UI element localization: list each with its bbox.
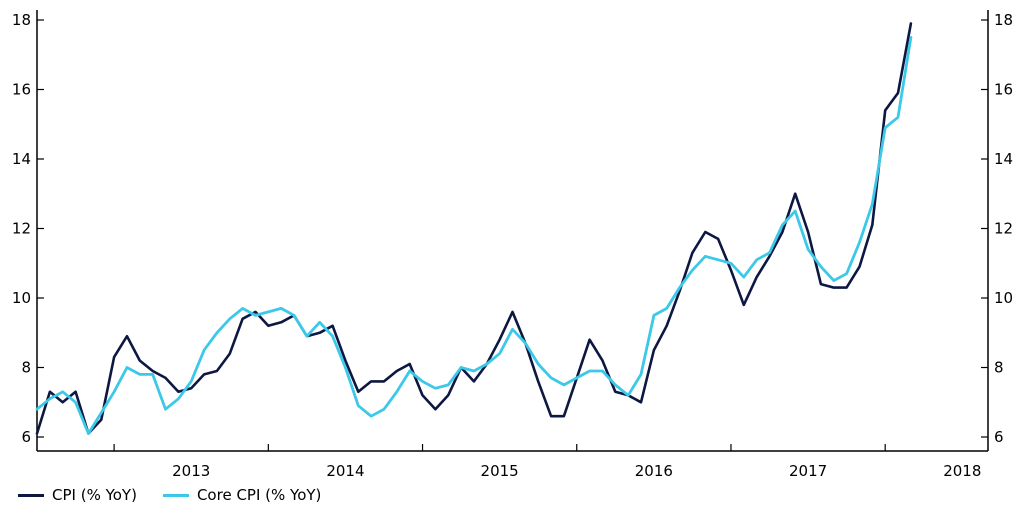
series-line-cpi (35, 22, 913, 435)
legend-label-core-cpi: Core CPI (% YoY) (196, 486, 322, 504)
series-layer (35, 22, 913, 435)
legend-item-cpi: CPI (% YoY) (18, 486, 137, 504)
y-tick-label-left: 18 (12, 11, 31, 29)
y-tick-label-right: 8 (994, 359, 1004, 377)
legend-swatch-cpi (18, 493, 44, 497)
x-tick-label-2014: 2014 (326, 462, 364, 480)
legend-label-cpi: CPI (% YoY) (52, 486, 137, 504)
y-tick-label-right: 16 (994, 81, 1013, 99)
series-line-core-cpi (35, 36, 913, 435)
y-tick-label-right: 6 (994, 428, 1004, 446)
legend-item-core-cpi: Core CPI (% YoY) (162, 486, 322, 504)
y-tick-label-left: 8 (21, 359, 31, 377)
x-tick-label-2013: 2013 (172, 462, 210, 480)
y-tick-label-left: 6 (21, 428, 31, 446)
y-tick-label-left: 12 (12, 220, 31, 238)
y-tick-label-right: 18 (994, 11, 1013, 29)
x-tick-label-2018: 2018 (943, 462, 981, 480)
legend: CPI (% YoY) Core CPI (% YoY) (18, 486, 347, 504)
y-tick-label-right: 10 (994, 289, 1013, 307)
x-tick-label-2015: 2015 (481, 462, 519, 480)
x-tick-label-2016: 2016 (635, 462, 673, 480)
x-tick-label-2017: 2017 (789, 462, 827, 480)
y-tick-label-left: 16 (12, 81, 31, 99)
axes: 6 6 8 8 10 10 12 12 14 14 16 16 18 18 2013 2014 2015 2016… (12, 10, 1013, 480)
y-tick-label-right: 14 (994, 150, 1013, 168)
y-tick-label-left: 10 (12, 289, 31, 307)
y-tick-label-left: 14 (12, 150, 31, 168)
y-tick-label-right: 12 (994, 220, 1013, 238)
legend-swatch-core-cpi (162, 493, 189, 497)
